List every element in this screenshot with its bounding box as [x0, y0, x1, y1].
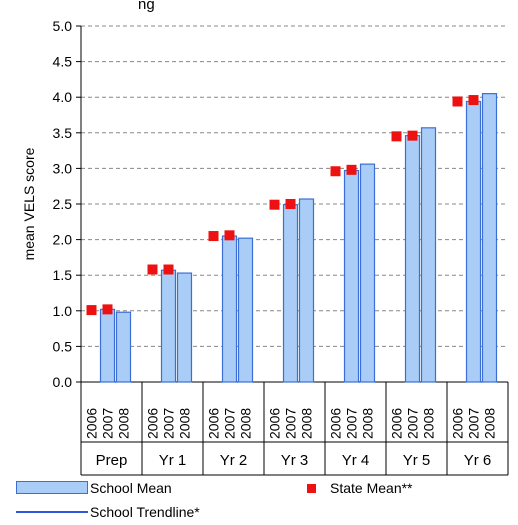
state-mean-marker	[208, 231, 219, 242]
y-tick-label: 4.5	[53, 54, 73, 70]
year-tick-label: 2008	[482, 408, 498, 439]
legend-line-swatch	[16, 511, 88, 513]
year-tick-label: 2006	[389, 408, 405, 439]
year-tick-label: 2007	[222, 408, 238, 439]
group-label: Yr 4	[342, 452, 370, 469]
y-axis-label: mean VELS score	[21, 147, 37, 260]
year-tick-label: 2006	[145, 408, 161, 439]
legend-bar-swatch	[16, 481, 88, 494]
state-mean-marker	[86, 305, 97, 316]
bar	[237, 237, 254, 383]
group-label: Yr 1	[159, 452, 187, 469]
bar	[298, 198, 315, 383]
year-tick-label: 2008	[360, 408, 376, 439]
year-tick-label: 2008	[177, 408, 193, 439]
bar	[160, 269, 177, 383]
y-tick-label: 2.5	[53, 196, 73, 212]
chart-title-fragment: ng	[138, 0, 155, 13]
bar	[465, 100, 482, 383]
y-tick-label: 1.0	[53, 303, 73, 319]
legend-trendline: School Trendline*	[16, 504, 200, 520]
year-tick-label: 2006	[84, 408, 100, 439]
group-label: Yr 2	[220, 452, 248, 469]
y-tick-label: 5.0	[53, 18, 73, 34]
group-label: Yr 3	[281, 452, 309, 469]
y-tick-label: 0.5	[53, 338, 73, 354]
legend-trendline-label: School Trendline*	[90, 504, 200, 520]
y-tick-label: 1.5	[53, 267, 73, 283]
year-tick-label: 2007	[344, 408, 360, 439]
bar	[420, 127, 437, 383]
bar	[359, 163, 376, 383]
year-tick-label: 2008	[299, 408, 315, 439]
bar	[481, 93, 498, 383]
legend-marker-swatch	[307, 484, 316, 493]
state-mean-marker	[452, 96, 463, 107]
bar	[404, 135, 421, 383]
state-mean-marker	[163, 264, 174, 275]
year-tick-label: 2008	[238, 408, 254, 439]
group-label: Yr 5	[403, 452, 431, 469]
y-tick-label: 0.0	[53, 374, 73, 390]
legend-state-mean-label: State Mean**	[330, 480, 413, 496]
year-tick-label: 2006	[206, 408, 222, 439]
bar	[99, 308, 116, 383]
bar	[343, 169, 360, 383]
legend-school-mean-label: School Mean	[90, 480, 172, 496]
bar	[115, 311, 132, 383]
state-mean-marker	[346, 164, 357, 175]
y-tick-label: 4.0	[53, 89, 73, 105]
state-mean-marker	[147, 264, 158, 275]
y-tick-label: 2.0	[53, 232, 73, 248]
state-mean-marker	[102, 304, 113, 315]
bar	[221, 235, 238, 383]
year-tick-label: 2008	[116, 408, 132, 439]
group-label: Prep	[96, 452, 128, 469]
year-tick-label: 2006	[328, 408, 344, 439]
year-tick-label: 2007	[100, 408, 116, 439]
year-tick-label: 2006	[267, 408, 283, 439]
year-tick-label: 2007	[466, 408, 482, 439]
state-mean-marker	[330, 166, 341, 177]
state-mean-marker	[285, 199, 296, 209]
year-tick-label: 2008	[421, 408, 437, 439]
year-tick-label: 2006	[450, 408, 466, 439]
y-tick-label: 3.5	[53, 125, 73, 141]
group-label: Yr 6	[464, 452, 492, 469]
state-mean-marker	[269, 199, 280, 210]
bar	[176, 272, 193, 383]
year-tick-label: 2007	[161, 408, 177, 439]
y-tick-label: 3.0	[53, 160, 73, 176]
legend-state-mean: State Mean**	[307, 480, 413, 496]
year-tick-label: 2007	[283, 408, 299, 439]
state-mean-marker	[224, 230, 235, 241]
legend-school-mean: School Mean	[16, 480, 172, 496]
bar	[282, 204, 299, 383]
year-tick-label: 2007	[405, 408, 421, 439]
state-mean-marker	[468, 95, 479, 106]
state-mean-marker	[407, 130, 418, 141]
state-mean-marker	[391, 131, 402, 142]
